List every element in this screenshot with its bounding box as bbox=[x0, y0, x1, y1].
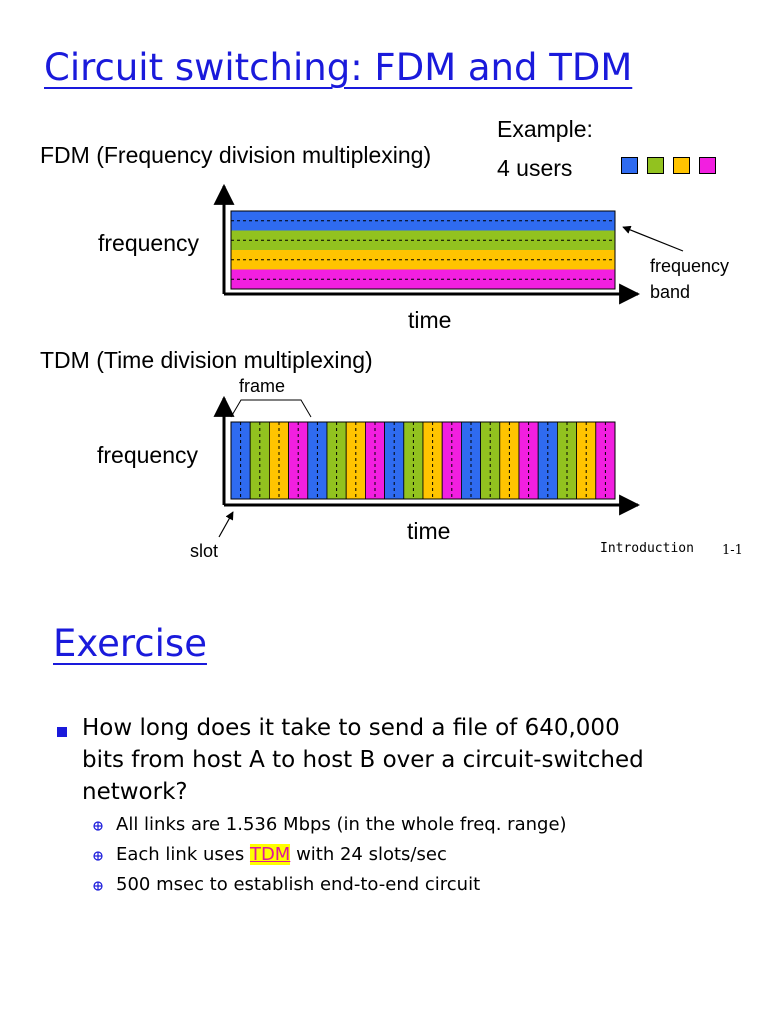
slot-label: slot bbox=[190, 541, 219, 561]
sub-bullet-icon bbox=[93, 821, 103, 831]
tdm-slots bbox=[230, 421, 616, 500]
tdm-highlight: TDM bbox=[249, 844, 291, 865]
exercise-title: Exercise bbox=[53, 622, 207, 665]
fdm-xlabel: time bbox=[408, 307, 452, 333]
fdm-band-frame bbox=[230, 210, 616, 290]
slide-title: Circuit switching: FDM and TDM bbox=[44, 46, 633, 89]
tdm-slots-frame bbox=[230, 421, 616, 500]
user-color-swatch-3 bbox=[673, 157, 690, 174]
slot-annotation-arrow bbox=[218, 511, 234, 538]
band-annotation-line-2: band bbox=[650, 282, 691, 302]
sub-bullet-icon bbox=[93, 881, 103, 891]
question-line-2: bits from host A to host B over a circui… bbox=[82, 747, 644, 773]
band-annotation-line-1: frequency bbox=[650, 256, 730, 276]
question-line-3: network? bbox=[82, 779, 188, 805]
tdm-xlabel: time bbox=[407, 518, 451, 544]
tdm-ylabel: frequency bbox=[97, 442, 199, 468]
square-bullet-icon bbox=[57, 727, 67, 737]
frame-label: frame bbox=[239, 376, 286, 396]
sub-item-tdm-after: with 24 slots/sec bbox=[290, 844, 447, 865]
users-label: 4 users bbox=[497, 155, 573, 181]
user-color-swatch-4 bbox=[699, 157, 716, 174]
frame-bracket bbox=[230, 399, 312, 418]
sub-item-link-speed: All links are 1.536 Mbps (in the whole f… bbox=[116, 814, 567, 835]
user-color-swatch-1 bbox=[621, 157, 638, 174]
user-color-swatch-2 bbox=[647, 157, 664, 174]
sub-item-tdm-slots: Each link uses TDM with 24 slots/sec bbox=[116, 844, 447, 865]
tdm-heading: TDM (Time division multiplexing) bbox=[40, 347, 373, 373]
footer-section: Introduction bbox=[600, 541, 694, 556]
sub-item-tdm-before: Each link uses bbox=[116, 844, 250, 865]
band-annotation-arrow bbox=[622, 225, 684, 252]
example-label: Example: bbox=[497, 116, 593, 142]
fdm-heading: FDM (Frequency division multiplexing) bbox=[40, 142, 432, 168]
fdm-diagram bbox=[213, 183, 684, 305]
fdm-ylabel: frequency bbox=[98, 230, 200, 256]
sub-bullet-icon bbox=[93, 851, 103, 861]
sub-item-setup-time: 500 msec to establish end-to-end circuit bbox=[116, 874, 481, 895]
question-line-1: How long does it take to send a file of … bbox=[82, 715, 620, 741]
footer-page-number: 1-1 bbox=[722, 543, 743, 558]
